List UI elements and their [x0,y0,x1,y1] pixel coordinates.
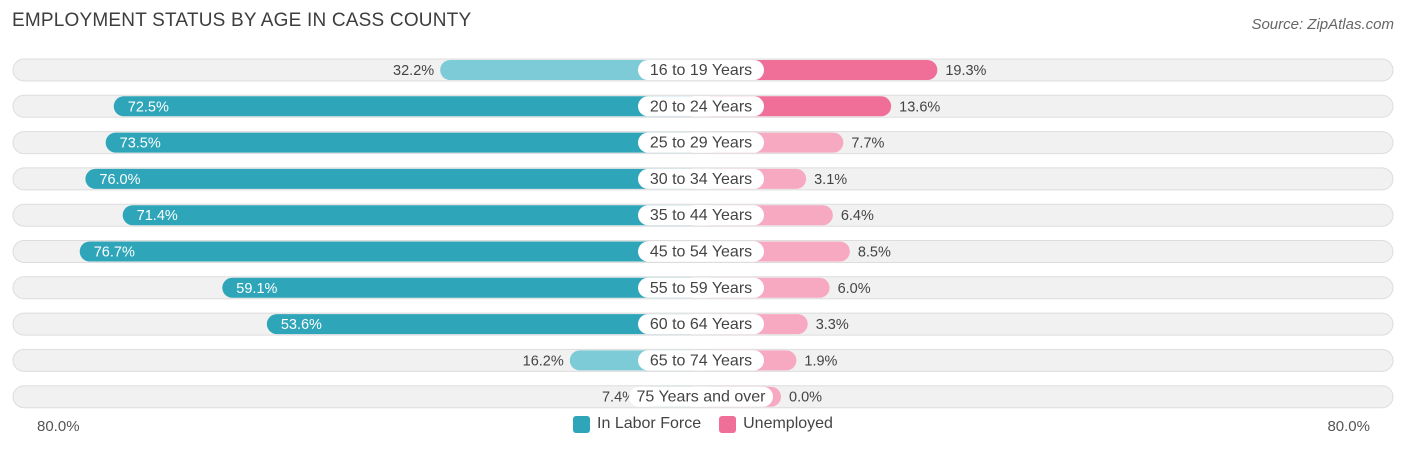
category-label: 60 to 64 Years [650,316,752,333]
unemployed-value-label: 13.6% [899,99,940,115]
labor-value-label: 16.2% [523,353,564,369]
labor-value-label: 73.5% [120,136,161,152]
category-pill [638,60,764,80]
unemployed-value-label: 0.0% [789,390,822,406]
labor-value-label: 7.4% [602,390,635,406]
labor-value-label: 76.7% [94,245,135,261]
category-label: 16 to 19 Years [650,62,752,79]
legend: In Labor Force Unemployed [0,415,1406,433]
source-label: Source: ZipAtlas.com [1251,16,1394,33]
category-pill [638,350,764,371]
labor-bar [122,205,701,226]
category-label: 20 to 24 Years [650,98,752,115]
unemployed-value-label: 6.4% [841,208,874,224]
unemployed-value-label: 1.9% [804,353,837,369]
category-pill [638,132,764,153]
category-pill [638,96,764,117]
category-label: 35 to 44 Years [650,207,752,224]
legend-label-unemployed: Unemployed [743,415,833,432]
category-label: 75 Years and over [637,389,767,406]
labor-value-label: 76.0% [99,172,140,188]
axis-right-label: 80.0% [1327,418,1370,435]
labor-value-label: 72.5% [128,99,169,115]
unemployed-value-label: 6.0% [838,281,871,297]
labor-value-label: 71.4% [137,208,178,224]
category-pill [638,314,764,335]
unemployed-value-label: 3.1% [814,172,847,188]
category-pill [638,241,764,262]
axis-left-label: 80.0% [37,418,80,435]
category-label: 30 to 34 Years [650,171,752,188]
unemployed-value-label: 3.3% [816,317,849,333]
category-label: 55 to 59 Years [650,280,752,297]
chart-title: EMPLOYMENT STATUS BY AGE IN CASS COUNTY [12,10,472,31]
category-label: 65 to 74 Years [650,352,752,369]
labor-value-label: 32.2% [393,63,434,79]
labor-bar [85,168,701,189]
labor-bar [440,60,701,80]
labor-bar [113,96,701,117]
labor-bar [79,241,702,262]
legend-swatch-labor [573,415,591,433]
chart-area: 32.2% 19.3% 16 to 19 Years 72.5% 13.6% 20 to … [12,58,1394,409]
legend-label-labor: In Labor Force [597,415,702,432]
labor-bar [266,314,701,335]
legend-item-unemployed[interactable]: Unemployed [719,415,833,433]
unemployed-value-label: 8.5% [858,245,891,261]
labor-value-label: 59.1% [236,281,277,297]
labor-value-label: 53.6% [281,317,322,333]
legend-item-labor[interactable]: In Labor Force [573,415,701,433]
labor-bar [222,277,702,298]
category-label: 45 to 54 Years [650,244,752,261]
unemployed-value-label: 19.3% [945,63,986,79]
category-pill [638,277,764,298]
legend-swatch-unemployed [719,415,737,433]
unemployed-value-label: 7.7% [851,136,884,152]
labor-bar [105,132,701,153]
category-pill [629,386,773,407]
category-pill [638,168,764,189]
category-pill [638,205,764,226]
category-label: 25 to 29 Years [650,135,752,152]
